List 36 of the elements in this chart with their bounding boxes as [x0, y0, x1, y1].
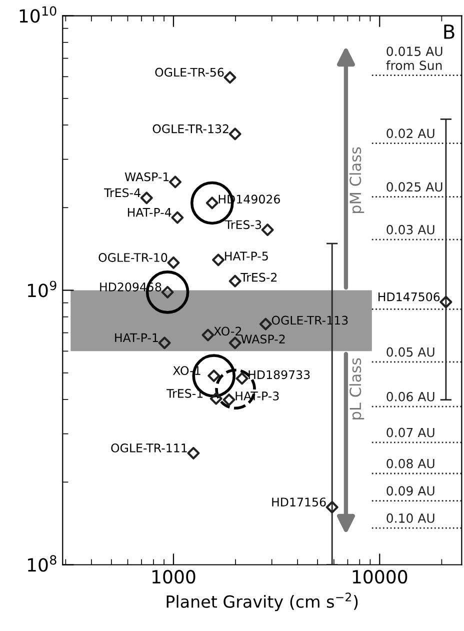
annotation: TrES-1 [166, 388, 203, 398]
x-tick-label: 1000 [152, 570, 196, 584]
y-tick-label: 10$^{8}$ [28, 555, 56, 572]
annotation: OGLE-TR-56 [155, 68, 224, 77]
annotation: pL Class [349, 358, 364, 420]
ref-line-label: 0.02 AU [386, 128, 434, 138]
ref-line-label: 0.025 AU [386, 182, 442, 192]
x-tick-label: 10000 [352, 570, 408, 584]
annotation: WASP-1 [124, 172, 169, 182]
annotation: pM Class [349, 147, 364, 214]
annotation: HAT-P-1 [115, 333, 158, 342]
annotation: TrES-3 [224, 220, 262, 230]
annotation: HAT-P-5 [225, 252, 268, 261]
ref-line-label: 0.10 AU [386, 513, 434, 523]
annotation: XO-2 [214, 326, 242, 336]
annotation: HD147506 [378, 292, 440, 302]
annotation: OGLE-TR-132 [152, 124, 228, 134]
annotation: TrES-4 [104, 188, 140, 198]
ref-line-label: 0.09 AU [386, 486, 434, 496]
annotation: OGLE-TR-111 [111, 443, 187, 452]
annotation: HD189733 [248, 370, 310, 380]
annotation: B [444, 24, 454, 39]
y-tick-label: 10$^{9}$ [28, 280, 56, 298]
annotation: HAT-P-4 [128, 208, 172, 217]
annotation: OGLE-TR-10 [98, 253, 168, 262]
annotation: WASP-2 [241, 334, 285, 344]
ref-line-label: 0.015 AU from Sun [386, 46, 442, 70]
ref-line-label: 0.08 AU [386, 458, 434, 468]
x-axis-title: Planet Gravity (cm s$^{−2}$) [166, 592, 358, 612]
annotation: HD17156 [272, 498, 326, 506]
ref-line-label: 0.03 AU [386, 224, 434, 234]
ref-line-label: 0.06 AU [386, 392, 434, 402]
ref-line-label: 0.07 AU [386, 428, 434, 438]
ref-line-label: 0.05 AU [386, 347, 434, 357]
annotation: TrES-2 [240, 272, 277, 282]
y-tick-label: 10$^{10}$ [20, 6, 56, 23]
